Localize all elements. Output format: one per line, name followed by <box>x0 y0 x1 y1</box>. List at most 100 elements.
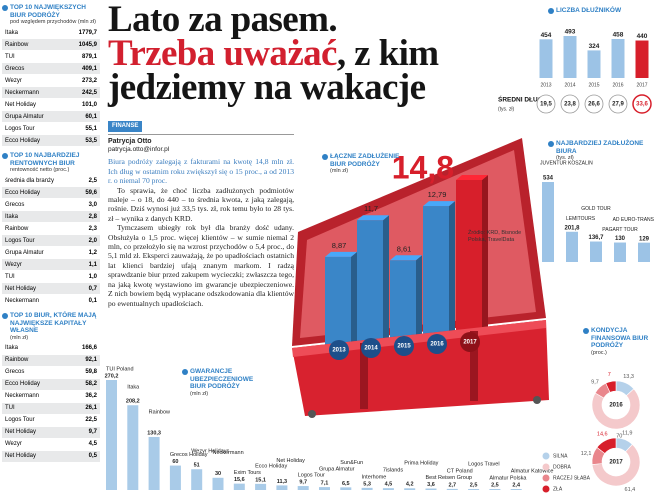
table-row: Grecos 3,0 <box>2 199 100 210</box>
row-name: Ecco Holiday <box>5 381 41 387</box>
bar <box>255 483 267 490</box>
section-tag: FINANSE <box>108 121 143 133</box>
row-name: Rainbow <box>5 225 29 232</box>
row-value: 59,6 <box>85 189 97 196</box>
bar-side <box>383 215 389 372</box>
row-value: 1,1 <box>88 261 97 268</box>
bar-name: Almatur Polska <box>489 475 527 481</box>
suitcase-strap <box>470 331 478 401</box>
segment-label: 9,7 <box>591 380 599 386</box>
table-row: Rainbow 92,1 <box>2 354 100 366</box>
legend-label: SILNA <box>553 453 568 459</box>
table-row: Neckermann 36,2 <box>2 390 100 402</box>
value-label: 9,7 <box>299 480 307 486</box>
year-label: 2014 <box>564 82 575 88</box>
avg-debt-badge <box>536 94 556 114</box>
row-value: 26,1 <box>85 405 97 411</box>
value-label: 3,6 <box>427 482 435 488</box>
segment-label: 7 <box>608 372 611 378</box>
value-label: 11,7 <box>364 204 378 213</box>
avg-debt-label: 27,9 <box>612 102 624 108</box>
table-heading: TOP 10 BIUR, KTÓRE MAJĄ NAJWIĘKSZE KAPIT… <box>2 312 100 342</box>
row-name: Grupa Almatur <box>5 113 44 120</box>
bar <box>106 380 117 490</box>
bar <box>127 405 139 490</box>
bar-name: Almatur Katowice <box>511 468 554 474</box>
bar-name: Interhome <box>362 474 387 480</box>
segment-label: 13,3 <box>623 374 634 380</box>
chart-heading: KONDYCJA FINANSOWA BIUR PODRÓŻY (proc.) <box>583 327 655 357</box>
table-row: TUI 26,1 <box>2 402 100 414</box>
row-name: Neckermann <box>5 393 40 399</box>
headline-text: , z kim <box>336 33 439 74</box>
bar <box>148 436 160 490</box>
row-value: 879,1 <box>81 53 97 60</box>
row-name: Ecco Holiday <box>5 189 41 196</box>
donut-year: 2016 <box>609 403 623 409</box>
lead: Biura podróży zalegają z fakturami na kw… <box>108 157 294 186</box>
table-row: TUI 1,0 <box>2 271 100 282</box>
bar <box>404 488 416 490</box>
table-title: TOP 10 NAJBARDZIEJ RENTOWNYCH BIUR <box>10 152 80 167</box>
row-value: 1,2 <box>88 249 97 256</box>
table-title: TOP 10 NAJWIĘKSZYCH BIUR PODRÓŻY <box>10 4 86 19</box>
row-value: 58,2 <box>85 381 97 387</box>
year-label: 2013 <box>332 348 346 354</box>
bar-name: Net Holiday <box>276 458 305 464</box>
bar-name: Logos Travel <box>468 461 500 467</box>
row-name: TUI <box>5 273 15 280</box>
bar-name: Ecco Holiday <box>255 463 287 469</box>
source: Źródło: KRD, Bisnode Polska, TravelData <box>468 230 522 243</box>
donut-segment <box>591 443 641 487</box>
year-badge <box>394 336 414 356</box>
bar <box>614 242 626 262</box>
value-label: 6,5 <box>342 481 350 487</box>
bar <box>638 242 650 262</box>
row-name: Logos Tour <box>5 417 35 423</box>
row-name: Itaka <box>5 213 19 220</box>
bar <box>510 489 522 490</box>
value-label: 493 <box>565 29 576 36</box>
year-label: 2014 <box>364 346 378 352</box>
value-label: 8,87 <box>332 241 347 250</box>
chart-heading: GWARANCJE UBEZPIECZENIOWE BIUR PODRÓŻY (m… <box>182 368 268 398</box>
row-value: 36,2 <box>85 393 97 399</box>
value-label: 11,3 <box>277 479 287 485</box>
value-label: 534 <box>543 176 554 182</box>
bar <box>297 486 309 490</box>
row-name: TUI <box>5 405 15 411</box>
legend-label: ZŁA <box>553 486 563 492</box>
row-value: 273,2 <box>81 77 97 84</box>
headline-line: Trzeba uważać, z kim <box>108 35 439 72</box>
bar-name: Logos Tour <box>298 473 325 479</box>
table-row: Rainbow 2,3 <box>2 223 100 234</box>
table-row: Wezyr 4,5 <box>2 438 100 450</box>
value-label: 4,5 <box>385 482 393 488</box>
chart-unit: (mln zł) <box>190 390 209 397</box>
value-label: 30 <box>215 471 221 477</box>
segment-label: 70 <box>616 433 622 439</box>
chart-title: ŁĄCZNE ZADŁUŻENIE BIUR PODRÓŻY <box>330 153 400 168</box>
headline-line: Lato za pasem. <box>108 0 338 40</box>
bar-name: Prima Holiday <box>404 461 438 467</box>
table-subtitle: (mln zł) <box>10 334 29 341</box>
value-label: 130 <box>615 236 626 242</box>
avg-debt-badge <box>608 94 628 114</box>
row-value: 92,1 <box>85 357 97 363</box>
bar <box>425 488 437 490</box>
ranking-table: TOP 10 NAJWIĘKSZYCH BIUR PODRÓŻY pod wzgl… <box>2 4 100 146</box>
value-label-big: 14,8 <box>392 149 454 185</box>
value-label: 440 <box>637 33 648 40</box>
bar-name: JUVENTUR KOSZALIN <box>540 160 593 166</box>
avg-debt-badge <box>584 94 604 114</box>
segment-label: 12,1 <box>581 451 592 457</box>
ranking-table: TOP 10 BIUR, KTÓRE MAJĄ NAJWIĘKSZE KAPIT… <box>2 312 100 462</box>
row-name: TUI <box>5 53 15 60</box>
row-name: Neckermann <box>5 297 40 304</box>
author: Patrycja Otto <box>108 138 152 146</box>
row-name: Ecco Holiday <box>5 137 41 144</box>
bar-name: Itaka <box>127 385 140 391</box>
bar-name: Neckermann <box>213 450 244 456</box>
table-subtitle: rentowność netto (proc.) <box>10 167 70 173</box>
segment-label: 11,9 <box>622 431 632 437</box>
